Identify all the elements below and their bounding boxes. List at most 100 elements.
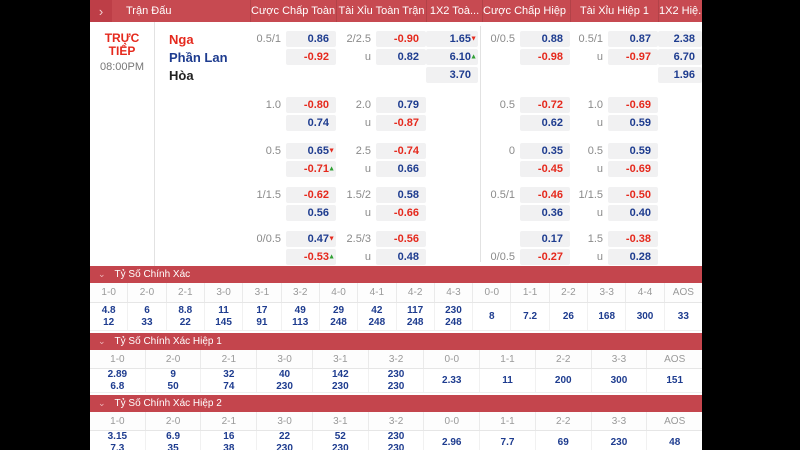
score-odds-cell[interactable]: 4.8 12 <box>90 303 129 330</box>
score-odds-bottom: 7.3 <box>110 442 125 450</box>
score-odds-value: 7.2 <box>523 310 538 322</box>
score-values-row: 3.15 7.3 6.9 35 16 38 22 230 52 230 230 230 2.96 7.7 6… <box>90 431 702 450</box>
odds-value: 0.79 <box>397 99 419 111</box>
overunder-odds-h1[interactable]: -0.69 <box>608 161 658 177</box>
overunder-odds-h1[interactable]: -0.69 <box>608 97 658 113</box>
score-odds-cell[interactable]: 32 74 <box>201 369 258 392</box>
odds-value: 0.17 <box>541 233 563 245</box>
overunder-odds-ft[interactable]: -0.56 <box>376 231 426 247</box>
overunder-odds-ft[interactable]: -0.66 <box>376 205 426 221</box>
score-odds-cell[interactable]: 2.89 6.8 <box>90 369 146 392</box>
overunder-odds-h1[interactable]: 0.40 <box>608 205 658 221</box>
score-odds-cell[interactable]: 200 <box>536 369 592 392</box>
score-odds-cell[interactable]: 142 230 <box>313 369 369 392</box>
overunder-odds-ft[interactable]: 0.79 <box>376 97 426 113</box>
score-odds-cell[interactable]: 300 <box>592 369 648 392</box>
score-odds-cell[interactable]: 49 113 <box>282 303 320 330</box>
1x2-odds-ft[interactable]: 1.65 ▼ <box>426 31 478 47</box>
expand-panel-button[interactable]: › <box>90 0 112 22</box>
overunder-odds-h1[interactable]: -0.50 <box>608 187 658 203</box>
score-header-row: 1-0 2-0 2-1 3-0 3-1 3-2 0-0 1-1 2-2 3-3 AOS <box>90 350 702 369</box>
score-odds-cell[interactable]: 52 230 <box>313 431 369 450</box>
handicap-odds-h1[interactable]: -0.72 <box>520 97 570 113</box>
score-section-header[interactable]: ⌄ Tỷ Số Chính Xác <box>90 266 702 283</box>
handicap-odds-h1[interactable]: 0.62 <box>520 115 570 131</box>
score-section-header[interactable]: ⌄ Tỷ Số Chính Xác Hiệp 1 <box>90 333 702 350</box>
score-odds-cell[interactable]: 8 <box>473 303 512 330</box>
score-odds-cell[interactable]: 230 230 <box>369 431 425 450</box>
score-odds-cell[interactable]: 17 91 <box>243 303 282 330</box>
1x2-odds-ft[interactable]: 6.10 ▲ <box>426 49 478 65</box>
1x2-odds-h1[interactable]: 2.38 <box>658 31 702 47</box>
overunder-odds-h1[interactable]: 0.59 <box>608 143 658 159</box>
1x2-odds-ft <box>426 187 478 203</box>
score-odds-cell[interactable]: 9 50 <box>146 369 202 392</box>
handicap-odds-h1[interactable]: 0.35 <box>520 143 570 159</box>
overunder-odds-ft[interactable]: 0.58 <box>376 187 426 203</box>
total-label-ft: 1.5/2 <box>346 189 371 201</box>
score-odds-cell[interactable]: 7.2 <box>511 303 550 330</box>
score-odds-cell[interactable]: 230 230 <box>369 369 425 392</box>
score-column-header: 2-0 <box>146 412 202 430</box>
handicap-odds-h1[interactable]: 0.36 <box>520 205 570 221</box>
score-odds-cell[interactable]: 6.9 35 <box>146 431 202 450</box>
score-odds-cell[interactable]: 230 248 <box>435 303 474 330</box>
overunder-odds-h1[interactable]: 0.59 <box>608 115 658 131</box>
1x2-odds-h1[interactable]: 6.70 <box>658 49 702 65</box>
score-odds-cell[interactable]: 3.15 7.3 <box>90 431 146 450</box>
score-odds-cell[interactable]: 230 <box>592 431 648 450</box>
overunder-odds-h1[interactable]: -0.38 <box>608 231 658 247</box>
total-label-ft: u <box>364 51 371 63</box>
score-odds-cell[interactable]: 42 248 <box>358 303 397 330</box>
score-odds-cell[interactable]: 29 248 <box>320 303 359 330</box>
score-odds-cell[interactable]: 26 <box>550 303 589 330</box>
score-odds-cell[interactable]: 22 230 <box>257 431 313 450</box>
handicap-odds-h1[interactable]: -0.45 <box>520 161 570 177</box>
score-odds-cell[interactable]: 16 38 <box>201 431 258 450</box>
overunder-odds-ft[interactable]: -0.74 <box>376 143 426 159</box>
handicap-odds-h1[interactable]: -0.46 <box>520 187 570 203</box>
handicap-odds-ft[interactable]: -0.92 <box>286 49 336 65</box>
score-odds-cell[interactable]: 48 <box>647 431 702 450</box>
handicap-odds-ft[interactable]: 0.86 <box>286 31 336 47</box>
overunder-odds-ft[interactable]: 0.66 <box>376 161 426 177</box>
handicap-odds-ft[interactable]: -0.53 ▲ <box>286 249 336 265</box>
overunder-odds-h1[interactable]: 0.28 <box>608 249 658 265</box>
overunder-odds-ft[interactable]: -0.87 <box>376 115 426 131</box>
1x2-odds-ft[interactable]: 3.70 <box>426 67 478 83</box>
score-odds-cell[interactable]: 40 230 <box>257 369 313 392</box>
handicap-odds-ft[interactable]: 0.74 <box>286 115 336 131</box>
handicap-odds-ft[interactable]: -0.80 <box>286 97 336 113</box>
score-odds-cell[interactable]: 2.33 <box>424 369 481 392</box>
score-odds-cell[interactable]: 168 <box>588 303 627 330</box>
overunder-odds-h1[interactable]: -0.97 <box>608 49 658 65</box>
score-odds-cell[interactable]: 300 <box>626 303 665 330</box>
trend-up-icon: ▲ <box>470 53 477 61</box>
score-odds-cell[interactable]: 6 33 <box>128 303 167 330</box>
score-odds-cell[interactable]: 11 <box>480 369 536 392</box>
score-odds-cell[interactable]: 117 248 <box>397 303 435 330</box>
score-odds-cell[interactable]: 2.96 <box>424 431 481 450</box>
handicap-odds-ft[interactable]: 0.65 ▼ <box>286 143 336 159</box>
overunder-odds-ft[interactable]: 0.48 <box>376 249 426 265</box>
score-odds-cell[interactable]: 69 <box>536 431 592 450</box>
1x2-odds-h1[interactable]: 1.96 <box>658 67 702 83</box>
score-odds-cell[interactable]: 7.7 <box>480 431 536 450</box>
score-odds-cell[interactable]: 151 <box>647 369 702 392</box>
score-odds-cell[interactable]: 11 145 <box>205 303 244 330</box>
handicap-odds-ft[interactable]: 0.56 <box>286 205 336 221</box>
overunder-odds-h1[interactable]: 0.87 <box>608 31 658 47</box>
handicap-odds-h1[interactable]: -0.98 <box>520 49 570 65</box>
handicap-odds-ft[interactable]: -0.71 ▲ <box>286 161 336 177</box>
overunder-odds-ft[interactable]: 0.82 <box>376 49 426 65</box>
score-odds-cell[interactable]: 8.8 22 <box>167 303 205 330</box>
handicap-odds-h1[interactable]: 0.88 <box>520 31 570 47</box>
score-odds-value: 26 <box>562 310 574 322</box>
handicap-odds-h1[interactable]: -0.27 <box>520 249 570 265</box>
handicap-odds-h1[interactable]: 0.17 <box>520 231 570 247</box>
score-odds-cell[interactable]: 33 <box>665 303 702 330</box>
handicap-odds-ft[interactable]: -0.62 <box>286 187 336 203</box>
score-section-header[interactable]: ⌄ Tỷ Số Chính Xác Hiệp 2 <box>90 395 702 412</box>
overunder-odds-ft[interactable]: -0.90 <box>376 31 426 47</box>
handicap-odds-ft[interactable]: 0.47 ▼ <box>286 231 336 247</box>
